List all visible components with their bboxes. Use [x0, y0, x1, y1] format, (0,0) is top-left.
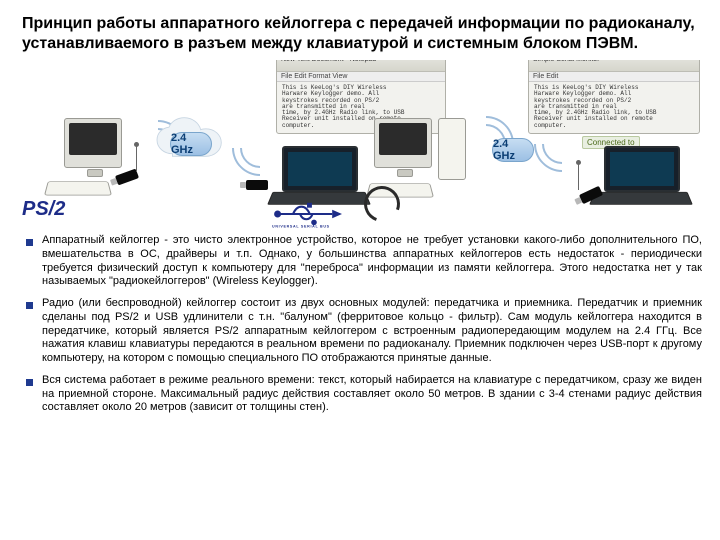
slide: Принцип работы аппаратного кейлоггера с … [0, 0, 720, 540]
keyboard-icon [44, 181, 112, 195]
antenna-icon [578, 164, 579, 190]
list-item: Радио (или беспроводной) кейлоггер состо… [22, 297, 702, 366]
window-title: New Text Document - Notepad [277, 60, 445, 72]
window-title-r: Simple Serial Monitor [529, 60, 699, 72]
list-item: Аппаратный кейлоггер - это чисто электро… [22, 234, 702, 289]
dongle-icon [246, 180, 268, 190]
ghz-badge: 2.4 GHz [170, 132, 212, 156]
laptop-icon [592, 146, 688, 208]
usb-logo: UNIVERSAL SERIAL BUS [272, 200, 356, 230]
monitor-icon [64, 118, 122, 168]
diagram-strip: New Text Document - Notepad File Edit Fo… [22, 60, 702, 230]
window-menubar: File Edit Format View [277, 72, 445, 82]
ghz-badge-2: 2.4 GHz [492, 138, 534, 162]
laptop-icon [270, 146, 366, 208]
window-menubar-r: File Edit [529, 72, 699, 82]
bullet-list: Аппаратный кейлоггер - это чисто электро… [22, 234, 702, 415]
usb-sublabel: UNIVERSAL SERIAL BUS [272, 224, 330, 228]
slide-title: Принцип работы аппаратного кейлоггера с … [22, 14, 702, 54]
list-item: Вся система работает в режиме реального … [22, 374, 702, 415]
ps2-label: PS/2 [22, 198, 65, 221]
monitor-icon [374, 118, 432, 168]
